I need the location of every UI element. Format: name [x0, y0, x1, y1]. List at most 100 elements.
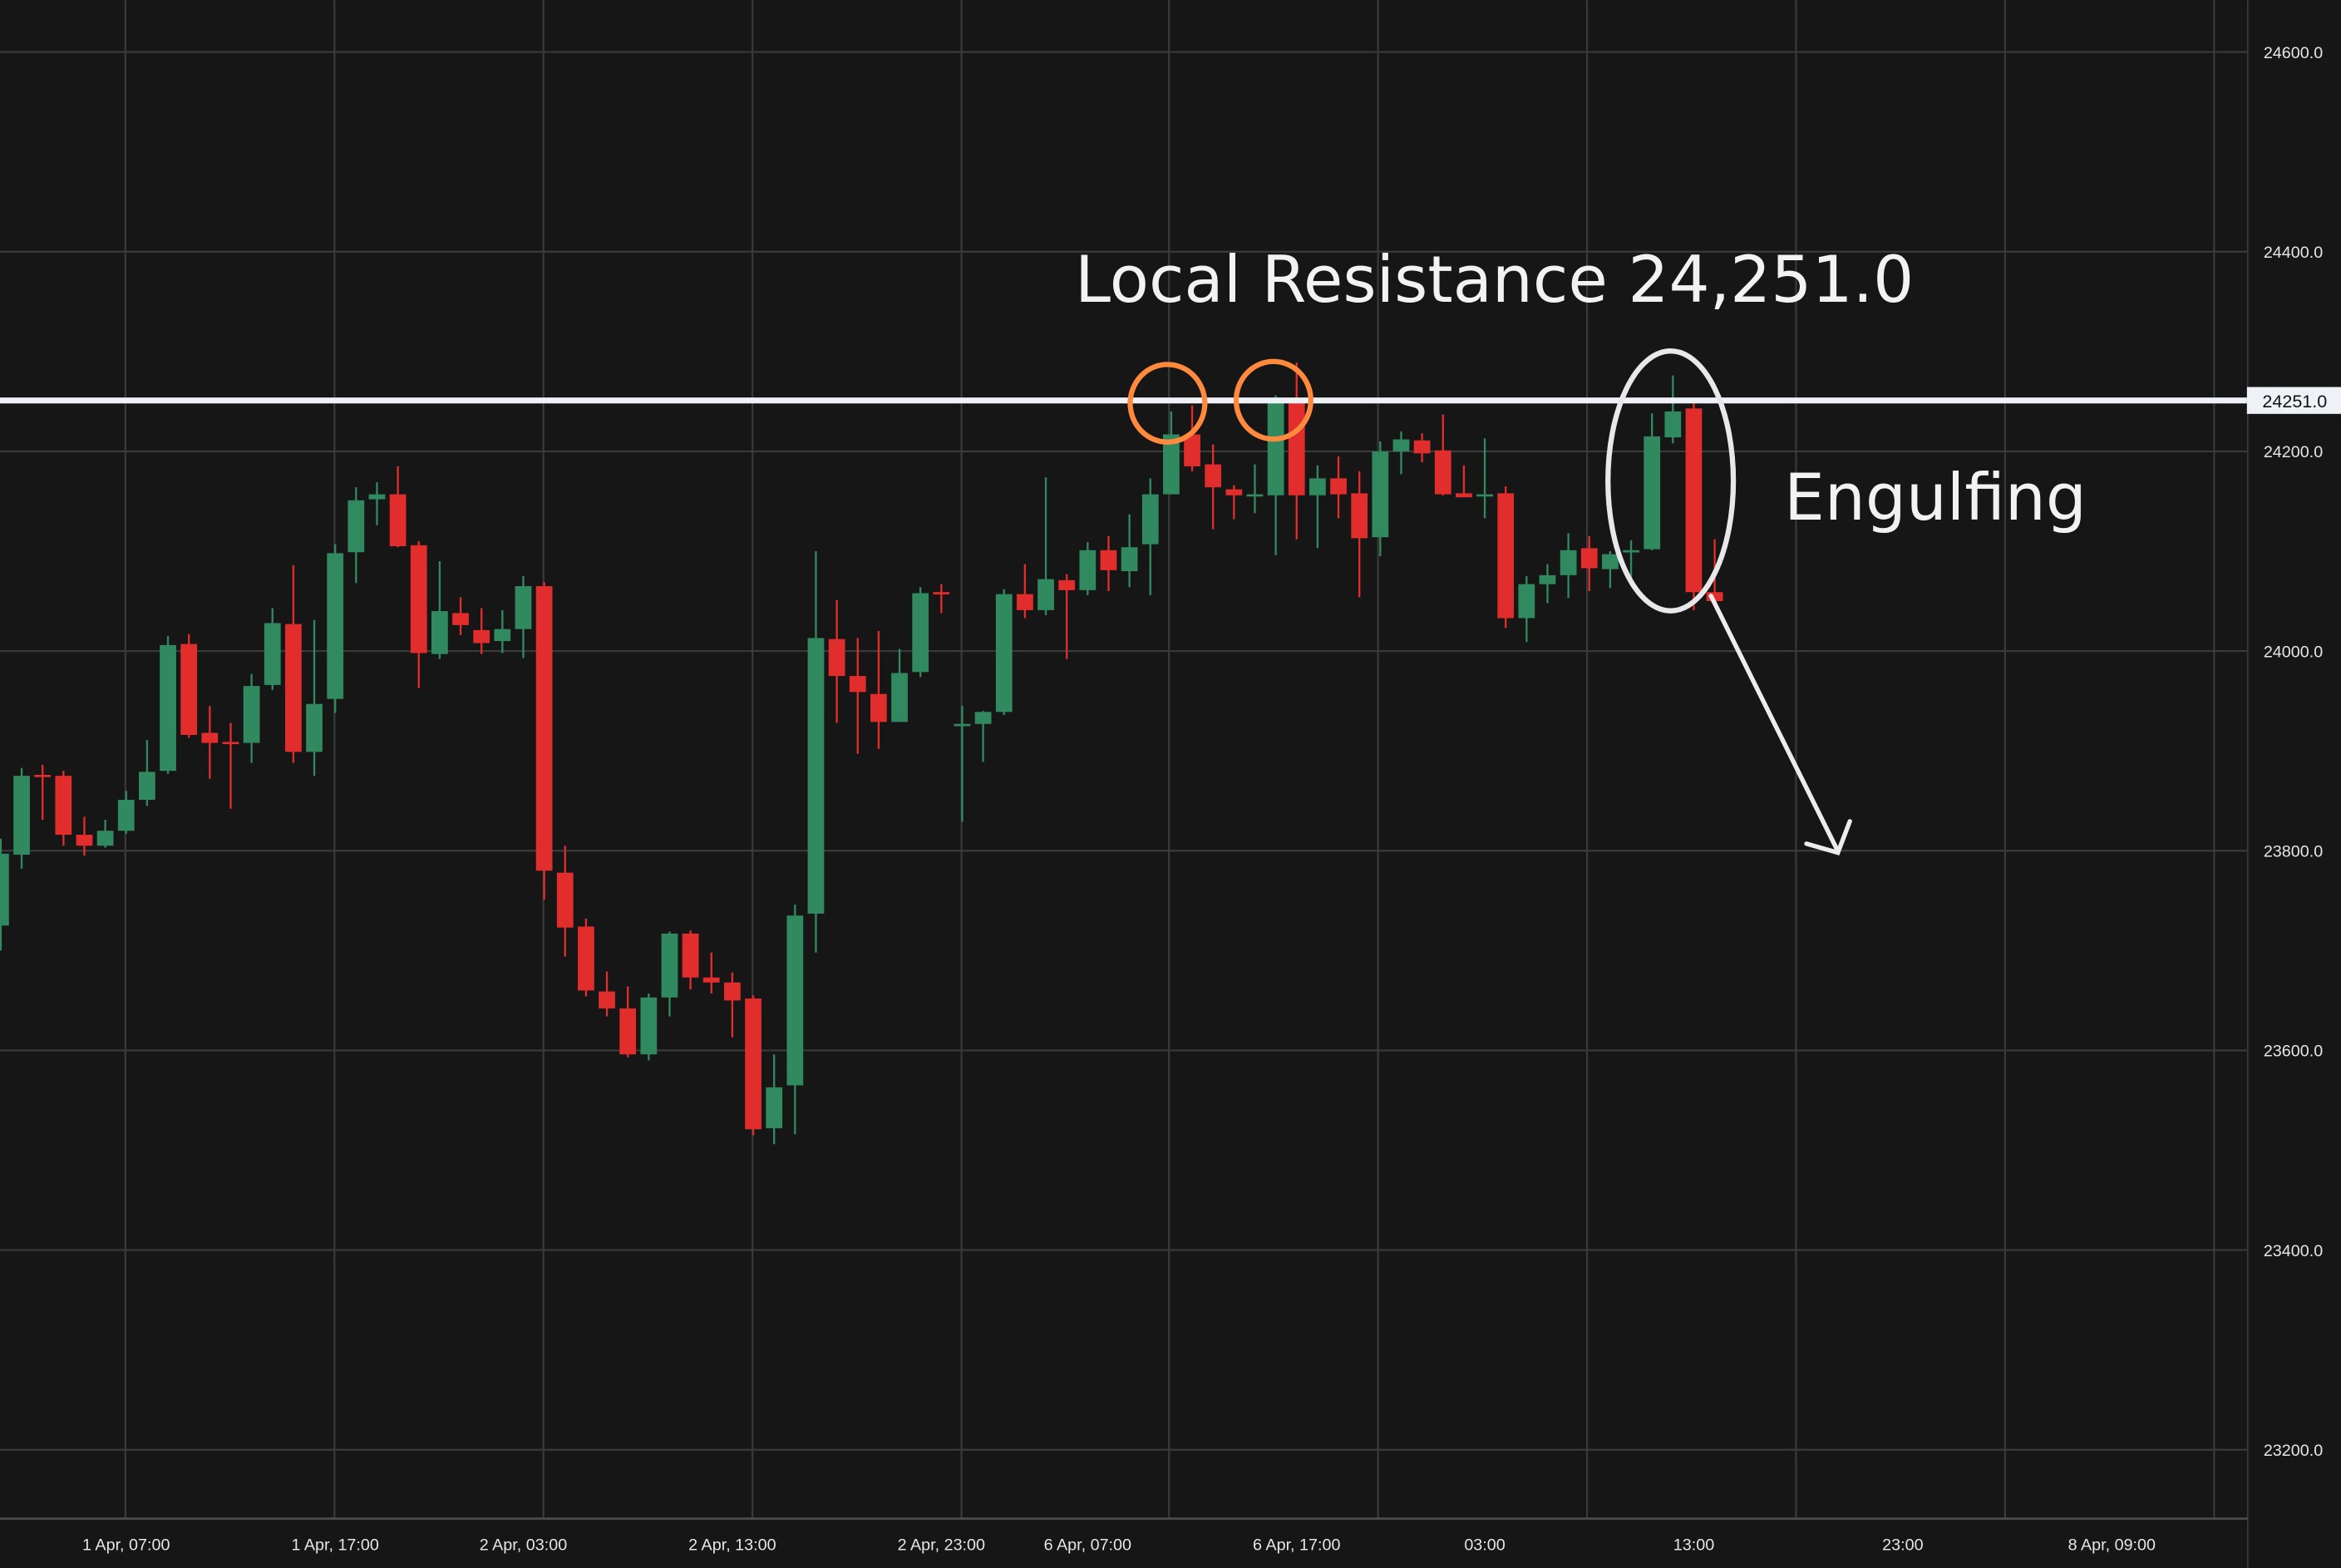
- candle-bearish: [473, 608, 490, 654]
- candle-bearish: [724, 972, 741, 1038]
- resistance-annotation: Local Resistance 24,251.0: [1075, 243, 1914, 318]
- candle-bullish: [117, 791, 135, 834]
- candle-bearish: [55, 771, 72, 846]
- candle-bullish: [368, 482, 386, 525]
- candle-body: [1267, 400, 1284, 496]
- candle-body: [347, 500, 365, 553]
- candle-bullish: [139, 739, 155, 806]
- down-arrow-icon: [1708, 594, 1852, 855]
- x-tick-label: 2 Apr, 03:00: [480, 1536, 567, 1554]
- candle-body: [807, 638, 825, 914]
- x-tick-label: 6 Apr, 07:00: [1044, 1536, 1131, 1554]
- candle-bearish: [180, 634, 198, 738]
- candle-body: [431, 611, 448, 654]
- candle-bullish: [766, 1054, 783, 1145]
- candle-body: [1372, 451, 1389, 538]
- candle-bullish: [786, 905, 804, 1135]
- candle-bullish: [515, 576, 532, 658]
- y-tick-label: 24400.0: [2264, 244, 2323, 262]
- candle-body: [285, 624, 302, 752]
- candle-body: [1246, 494, 1264, 497]
- candle-bullish: [1141, 478, 1159, 595]
- candle-bearish: [1017, 564, 1033, 619]
- candle-body: [410, 545, 427, 653]
- candle-body: [515, 586, 532, 629]
- candle-bullish: [1644, 413, 1661, 550]
- candle-bearish: [870, 631, 887, 749]
- candle-body: [1623, 550, 1639, 553]
- candle-bullish: [1476, 438, 1493, 519]
- candle-body: [1163, 434, 1180, 495]
- candle-bullish: [1267, 395, 1284, 555]
- candle-bearish: [1580, 535, 1598, 592]
- candle-bearish: [1058, 574, 1076, 659]
- candle-bearish: [1456, 465, 1472, 498]
- candle-bullish: [995, 589, 1013, 715]
- candle-body: [766, 1087, 783, 1129]
- candle-body: [1456, 493, 1472, 498]
- candle-body: [55, 776, 72, 836]
- resistance-price-text: 24251.0: [2262, 391, 2327, 412]
- candle-bullish: [1163, 411, 1180, 495]
- x-tick-label: 1 Apr, 07:00: [82, 1536, 170, 1554]
- candle-bullish: [974, 711, 992, 762]
- candle-bullish: [0, 838, 9, 951]
- resistance-price-label: 24251.0: [2246, 387, 2341, 414]
- engulfing-annotation: Engulfing: [1784, 461, 2087, 535]
- candle-body: [327, 553, 344, 699]
- candle-body: [1309, 478, 1326, 496]
- candle-body: [389, 494, 407, 546]
- candle-bullish: [264, 608, 281, 690]
- candle-bullish: [912, 587, 929, 678]
- price-axis[interactable]: 24600.0 24400.0 24200.0 24000.0 23800.0 23600…: [2264, 44, 2323, 1460]
- candle-bearish: [933, 584, 950, 614]
- candle-bearish: [1225, 485, 1243, 520]
- candle-bullish: [1246, 464, 1264, 514]
- y-tick-label: 24600.0: [2264, 44, 2323, 62]
- candle-body: [494, 629, 511, 642]
- candle-bearish: [1351, 471, 1368, 598]
- candle-body: [535, 586, 553, 871]
- candle-body: [891, 673, 908, 722]
- candle-body: [849, 676, 866, 693]
- candle-bullish: [431, 561, 448, 659]
- candle-bearish: [1434, 414, 1451, 496]
- candle-bearish: [1184, 405, 1200, 471]
- candle-body: [1100, 550, 1117, 570]
- candle-bullish: [327, 544, 344, 713]
- candle-bearish: [599, 971, 615, 1017]
- candle-body: [1518, 584, 1535, 619]
- candle-body: [117, 800, 135, 831]
- x-tick-label: 23:00: [1882, 1536, 1923, 1554]
- candle-body: [1351, 493, 1368, 539]
- candle-body: [1121, 547, 1138, 572]
- candle-body: [76, 835, 93, 846]
- candle-bearish: [285, 565, 302, 763]
- highlight-circle-1: [1127, 362, 1208, 445]
- candle-body: [1602, 554, 1619, 570]
- engulfing-ellipse: [1605, 348, 1737, 614]
- candle-bearish: [410, 540, 427, 688]
- candle-body: [578, 926, 594, 991]
- candle-bullish: [1602, 550, 1619, 589]
- candle-body: [1184, 434, 1200, 466]
- candle-body: [724, 982, 741, 1001]
- candle-body: [640, 997, 658, 1055]
- candle-bullish: [494, 609, 511, 653]
- candle-bullish: [347, 487, 365, 584]
- candle-body: [599, 991, 615, 1008]
- candle-body: [1413, 440, 1431, 454]
- candle-body: [1706, 592, 1723, 602]
- candles: [0, 362, 1723, 1145]
- candle-body: [1205, 464, 1222, 488]
- candle-body: [96, 831, 114, 846]
- candle-body: [1037, 579, 1054, 610]
- candle-body: [180, 643, 198, 735]
- candle-bearish: [1685, 403, 1703, 610]
- candle-body: [452, 613, 469, 625]
- y-tick-label: 23200.0: [2264, 1442, 2323, 1460]
- time-axis[interactable]: 1 Apr, 07:00 1 Apr, 17:00 2 Apr, 03:00 2 Ap…: [82, 1536, 2156, 1554]
- candle-body: [1017, 594, 1033, 610]
- candle-bullish: [1079, 542, 1097, 595]
